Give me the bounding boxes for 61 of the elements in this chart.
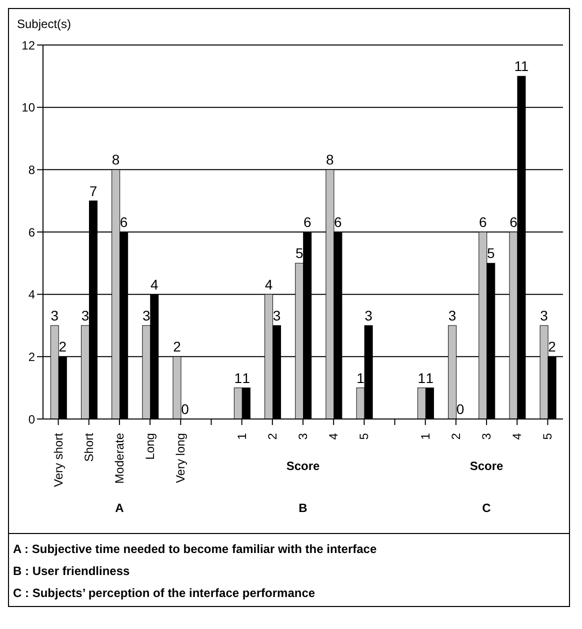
data-label: 5 xyxy=(486,245,495,262)
y-tick-label: 0 xyxy=(28,412,36,426)
data-label: 3 xyxy=(50,308,59,324)
text: Score xyxy=(468,459,504,473)
data-label: 3 xyxy=(540,308,548,324)
data-label: 1 xyxy=(242,370,250,386)
text: A : Subjective time needed to become familiar with the interface xyxy=(13,541,378,558)
data-label: 7 xyxy=(89,182,98,199)
y-tick-label: 8 xyxy=(28,162,36,177)
x-tick-label: 3 xyxy=(296,432,310,440)
x-tick-label: 4 xyxy=(326,432,341,440)
data-label: 6 xyxy=(478,214,487,230)
x-tick-label: Long xyxy=(143,433,158,460)
data-label: 6 xyxy=(303,214,312,230)
y-axis-title: Subject(s) xyxy=(17,17,72,31)
data-label: 3 xyxy=(81,308,90,324)
x-tick-label: 5 xyxy=(540,432,555,440)
y-tick-label: 10 xyxy=(22,100,36,115)
data-label: 1 xyxy=(426,370,434,386)
data-label: 3 xyxy=(142,308,151,324)
y-tick-label: 2 xyxy=(28,350,36,364)
x-tick-label: Moderate xyxy=(112,432,126,484)
data-label: 4 xyxy=(150,276,159,292)
text: C : Subjects’ perception of the interface performance xyxy=(13,585,316,602)
data-label: 1 xyxy=(234,370,242,386)
text: A xyxy=(114,501,125,515)
data-label: 4 xyxy=(264,276,273,292)
text: B xyxy=(298,501,308,515)
data-label: 1 xyxy=(356,370,365,386)
data-label: 2 xyxy=(173,338,182,355)
x-tick-label: 1 xyxy=(418,432,432,440)
y-tick-label: 12 xyxy=(22,38,36,52)
y-tick-label: 6 xyxy=(28,225,36,240)
data-label: 11 xyxy=(514,58,529,74)
data-label: 6 xyxy=(334,214,342,230)
x-tick-label: 1 xyxy=(234,432,249,440)
data-label: 1 xyxy=(418,370,426,386)
x-tick-label: 2 xyxy=(265,432,280,440)
x-tick-label: 5 xyxy=(357,432,372,440)
data-label: 2 xyxy=(548,338,556,355)
data-label: 3 xyxy=(364,308,373,324)
data-label: 3 xyxy=(272,308,281,324)
x-tick-label: Very short xyxy=(51,432,66,488)
data-label: 0 xyxy=(181,401,190,417)
x-tick-label: 3 xyxy=(480,432,494,440)
data-label: 6 xyxy=(120,214,128,230)
data-label: 8 xyxy=(112,152,120,168)
data-label: 8 xyxy=(326,152,334,168)
data-label: 2 xyxy=(58,338,67,355)
data-label: 0 xyxy=(456,401,464,417)
data-label: 3 xyxy=(448,308,456,324)
text: C xyxy=(481,501,492,515)
text: Score xyxy=(285,459,321,473)
x-tick-label: Short xyxy=(82,432,96,462)
x-tick-label: 2 xyxy=(448,432,463,440)
text: B : User friendliness xyxy=(13,563,131,580)
x-tick-label: Very long xyxy=(174,433,188,484)
data-label: 6 xyxy=(510,214,518,230)
y-tick-label: 4 xyxy=(28,288,36,302)
x-tick-label: 4 xyxy=(510,432,524,440)
data-label: 5 xyxy=(295,245,304,262)
